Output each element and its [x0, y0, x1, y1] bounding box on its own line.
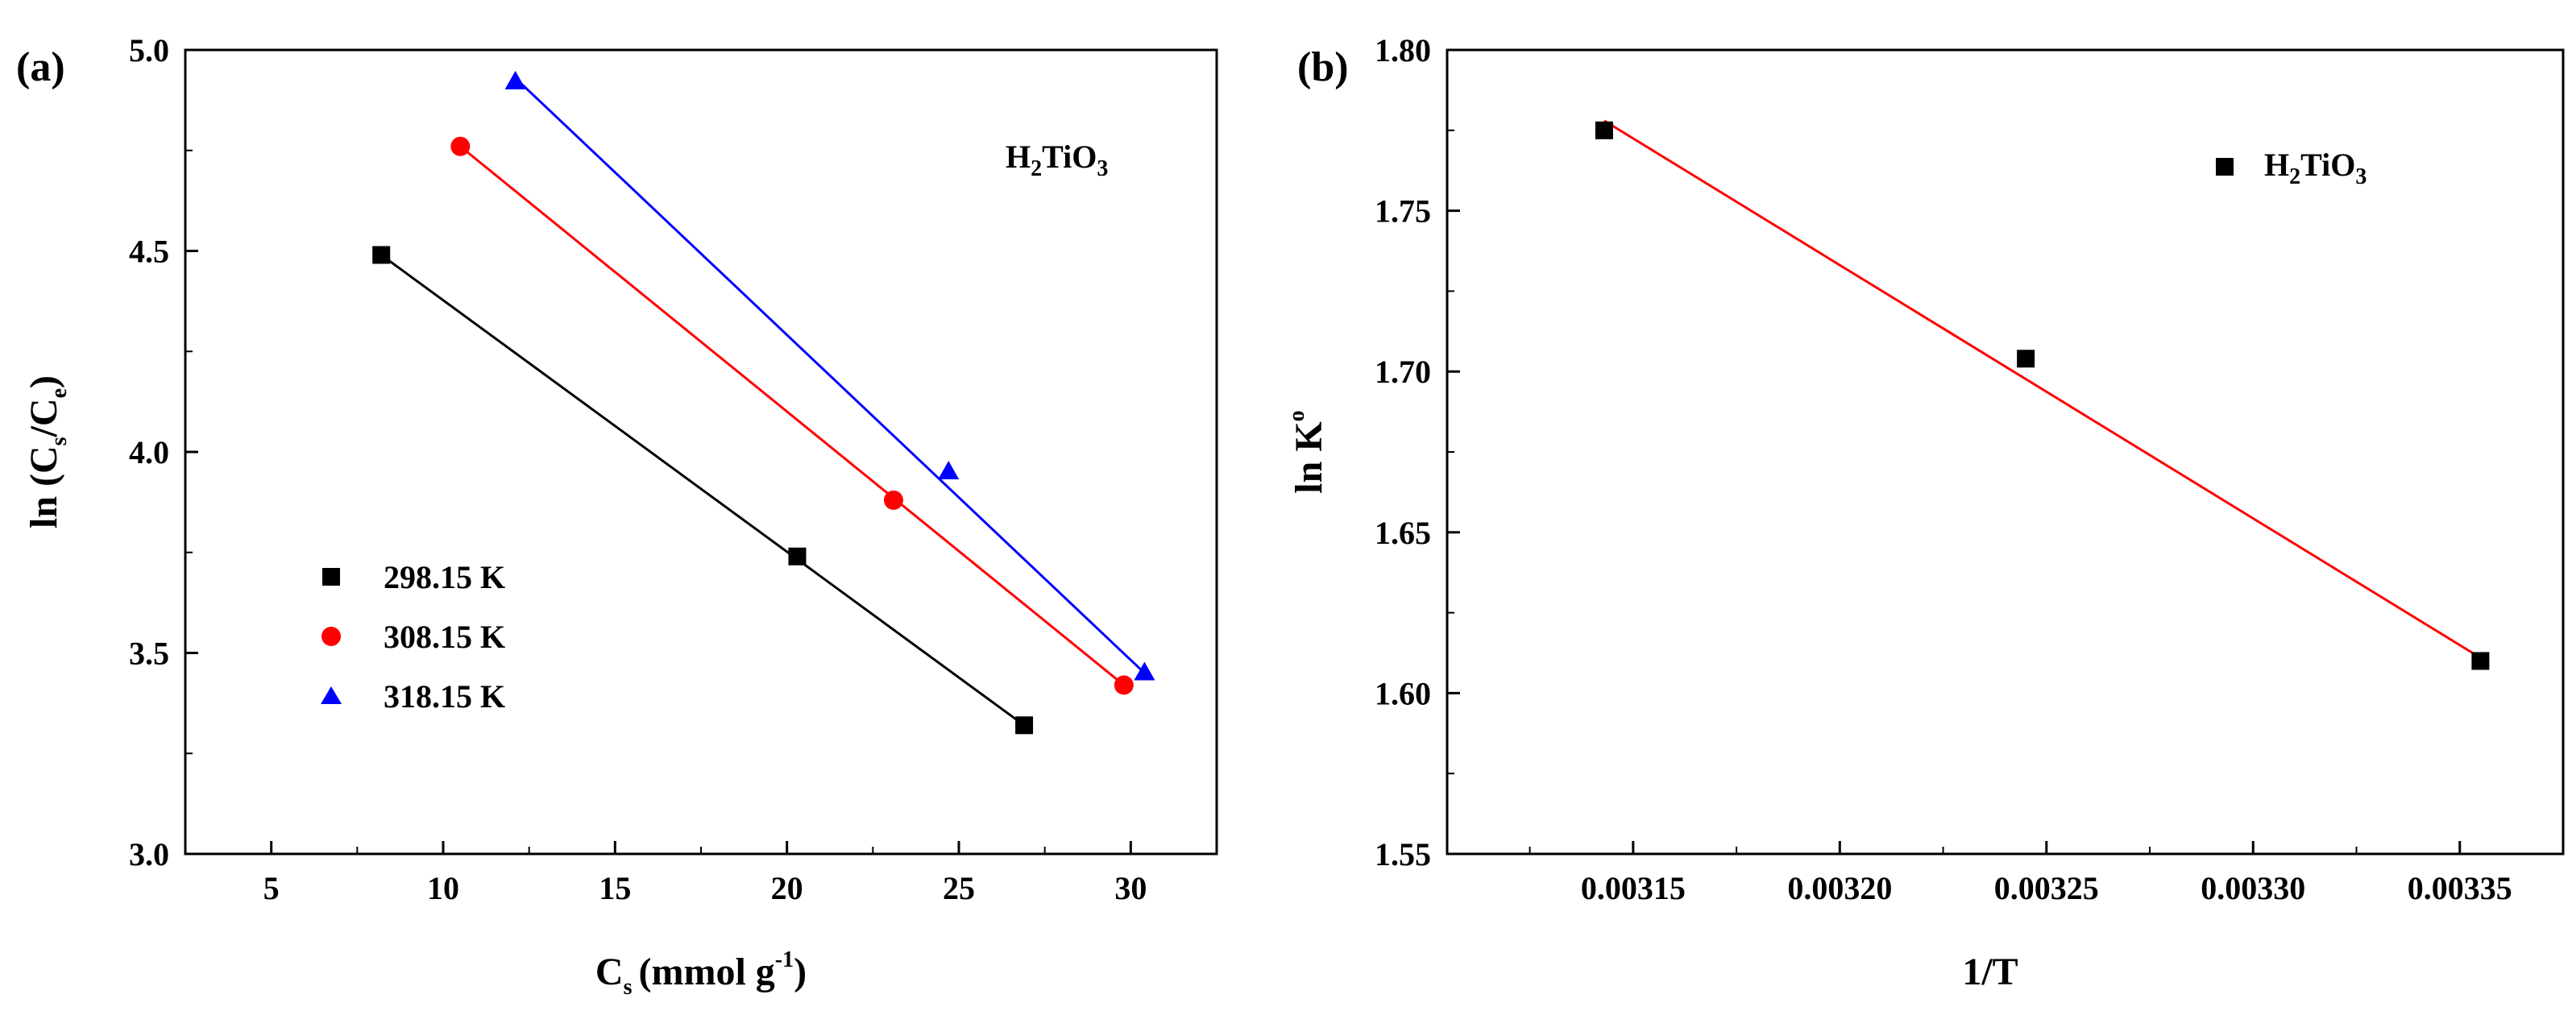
fit-line-31815 — [514, 77, 1146, 674]
panel-a-ylabel-sub1: s — [47, 437, 72, 445]
panel-b-legend-sub2: 3 — [2355, 164, 2367, 189]
panel-a-y-tick-label: 4.0 — [129, 434, 169, 470]
panel-b-legend-label: H2TiO3 — [2264, 147, 2367, 189]
panel-b-fit-line — [1603, 119, 2482, 659]
legend-298-label: 298.15 K — [384, 559, 505, 595]
fit-line-lnK — [1603, 119, 2482, 659]
panel-a-ylabel-mid: /C — [23, 398, 65, 437]
panel-a-y-tick-label: 5.0 — [129, 32, 169, 68]
panel-a-ylabel-post: ) — [23, 375, 65, 388]
panel-b-y-tick-label: 1.80 — [1375, 32, 1431, 68]
fit-line-30815 — [459, 145, 1125, 686]
panel-a-ticks: 5 10 15 20 25 30 3.0 3.5 4.0 4.5 5.0 — [129, 32, 1217, 906]
panel-a-x-tick-label: 30 — [1114, 870, 1147, 906]
panel-b-legend-sub1: 2 — [2289, 164, 2300, 189]
data-point-lnK-1 — [2017, 350, 2035, 368]
data-point-31815-1 — [938, 460, 960, 479]
panel-b-x-tick-label: 0.00335 — [2408, 870, 2512, 906]
data-point-31815-2 — [1134, 661, 1155, 681]
panel-a: (a) 5 10 15 20 25 303.03.54.04.55.0 ln (Cs/Ce… — [16, 32, 1218, 1000]
panel-b-ylabel-pre: ln K — [1288, 421, 1330, 493]
panel-b: (b) 0.00315 0.00320 0.00325 0.00330 0.00335 1… — [1284, 32, 2565, 993]
panel-a-x-tick-label: 25 — [943, 870, 975, 906]
panel-a-x-axis-label: Cs (mmol g-1) — [595, 947, 807, 1000]
panel-b-y-axis-label: ln Ko — [1284, 410, 1330, 493]
fit-line-29815 — [380, 254, 1025, 727]
panel-a-ylabel-sub2: e — [47, 388, 72, 398]
panel-a-xlabel-main: C — [595, 951, 624, 993]
panel-a-annotation-sub2: 3 — [1097, 156, 1108, 181]
panel-b-legend: H2TiO3 — [2216, 147, 2367, 189]
panel-a-xlabel-sub: s — [624, 975, 633, 1000]
panel-b-legend-marker — [2216, 158, 2234, 176]
panel-a-y-axis-label: ln (Cs/Ce) — [23, 375, 72, 528]
legend-308-label: 308.15 K — [384, 619, 505, 655]
legend-318-label: 318.15 K — [384, 678, 505, 715]
panel-b-y-tick-label: 1.75 — [1375, 193, 1431, 230]
panel-a-y-tick-label: 3.5 — [129, 636, 169, 672]
panel-b-x-tick-label: 0.00330 — [2201, 870, 2305, 906]
panel-b-legend-h: H — [2264, 147, 2289, 183]
panel-a-y-tick-label: 4.5 — [129, 234, 169, 270]
panel-a-x-tick-label: 5 — [263, 870, 280, 906]
panel-b-y-tick-label: 1.70 — [1375, 354, 1431, 390]
panel-a-legend: 298.15 K 308.15 K 318.15 K — [321, 559, 505, 715]
panel-b-y-tick-label: 1.65 — [1375, 515, 1431, 551]
panel-b-y-tick-label: 1.55 — [1375, 836, 1431, 872]
legend-308-marker — [321, 627, 341, 646]
panel-b-label: (b) — [1297, 44, 1349, 90]
panel-b-x-axis-label: 1/T — [1962, 951, 2018, 993]
panel-a-data-points — [372, 70, 1155, 735]
data-point-lnK-2 — [2471, 652, 2490, 670]
panel-b-legend-tio: TiO — [2300, 147, 2355, 183]
panel-b-y-tick-label: 1.60 — [1375, 675, 1431, 711]
data-point-30815-1 — [883, 490, 903, 510]
panel-a-y-tick-label: 3.0 — [129, 836, 169, 872]
panel-a-x-tick-label: 10 — [427, 870, 459, 906]
data-point-31815-0 — [504, 70, 526, 89]
panel-b-x-tick-label: 0.00320 — [1787, 870, 1892, 906]
panel-a-ylabel-pre: ln (C — [23, 445, 65, 528]
panel-a-annotation: H2TiO3 — [1006, 139, 1108, 181]
data-point-30815-0 — [450, 136, 471, 156]
panel-a-x-tick-label: 20 — [771, 870, 803, 906]
panel-b-plot-frame — [1446, 48, 2565, 856]
panel-a-xlabel-close: ) — [794, 951, 807, 993]
panel-a-annotation-h: H — [1006, 139, 1031, 175]
data-point-29815-2 — [1015, 716, 1034, 735]
panel-a-annotation-sub1: 2 — [1031, 156, 1042, 181]
panel-b-data-points — [1595, 121, 2490, 670]
data-point-30815-2 — [1114, 675, 1134, 695]
panel-b-x-tick-label: 0.00325 — [1994, 870, 2099, 906]
panel-b-x-tick-label: 0.00315 — [1581, 870, 1686, 906]
panel-a-xlabel-sup: -1 — [775, 947, 794, 972]
legend-298-marker — [322, 568, 340, 586]
legend-318-marker — [321, 686, 342, 704]
data-point-lnK-0 — [1595, 121, 1613, 139]
panel-b-ticks: 0.00315 0.00320 0.00325 0.00330 0.00335 1.55 1… — [1375, 32, 2512, 906]
panel-a-label: (a) — [16, 44, 65, 90]
panel-a-fit-lines — [380, 77, 1146, 727]
data-point-29815-0 — [372, 246, 391, 264]
data-point-29815-1 — [788, 547, 807, 566]
panel-b-ylabel-sup: o — [1284, 410, 1309, 421]
panel-a-xlabel-units: (mmol g — [638, 951, 774, 993]
panel-a-annotation-tio: TiO — [1042, 139, 1097, 175]
panel-a-x-tick-label: 15 — [599, 870, 631, 906]
